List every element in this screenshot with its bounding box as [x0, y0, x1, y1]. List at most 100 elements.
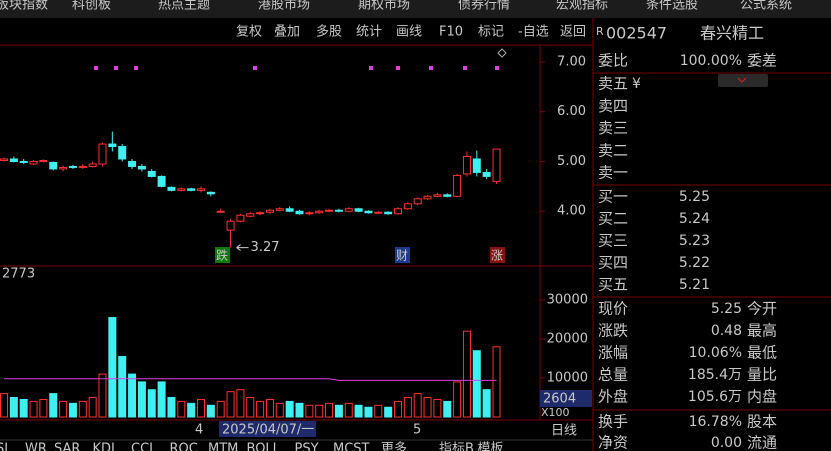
- indicator-tab[interactable]: SI: [0, 442, 8, 451]
- indicator-tab[interactable]: ROC: [170, 442, 198, 451]
- event-marker-box: [395, 247, 410, 263]
- quote-label: 委差: [747, 52, 777, 70]
- volume-bar: [88, 397, 97, 418]
- candle-body: [108, 143, 117, 148]
- event-marker[interactable]: 财: [396, 249, 408, 263]
- candle-body: [295, 210, 304, 215]
- indicator-tab[interactable]: MTM: [208, 442, 238, 451]
- volume-bar: [226, 391, 235, 418]
- volume-bar: [394, 400, 402, 418]
- candle-body: [265, 209, 274, 213]
- quote-value: 5.24: [679, 211, 710, 227]
- volume-bar: [137, 381, 146, 418]
- low-label: 3.27: [251, 240, 280, 255]
- quote-value: 0.00: [711, 435, 742, 451]
- indicator-tab[interactable]: MCST: [333, 442, 370, 451]
- toolbar-button[interactable]: 返回: [560, 25, 586, 40]
- menu-item[interactable]: 宏观指标: [556, 0, 608, 13]
- menu-item[interactable]: 热点主题: [158, 0, 210, 13]
- menu-item[interactable]: 港股市场: [258, 0, 310, 13]
- signal-dot: [134, 66, 138, 70]
- stock-code: 002547: [606, 24, 667, 43]
- volume-bar: [19, 398, 28, 418]
- candle-body: [433, 194, 442, 197]
- indicator-tab[interactable]: BOLL: [247, 442, 281, 451]
- volume-bar: [413, 393, 422, 418]
- volume-bar: [9, 397, 18, 418]
- toolbar-button[interactable]: 标记: [478, 25, 504, 40]
- toolbar-button[interactable]: 画线: [396, 25, 422, 40]
- event-marker[interactable]: 跌: [216, 248, 228, 263]
- volume-bar: [39, 398, 48, 418]
- volume-bar: [315, 404, 324, 418]
- toolbar-button[interactable]: 多股: [316, 24, 342, 40]
- candle-body: [364, 210, 373, 214]
- candle-body: [0, 158, 8, 161]
- quote-value: 5.25: [711, 301, 742, 317]
- signal-dot: [114, 66, 118, 70]
- quote-value: 105.6万: [688, 389, 742, 405]
- date-box: [219, 421, 316, 437]
- candle-body: [9, 158, 18, 162]
- quote-label: 总量: [598, 366, 628, 384]
- indicator-tab[interactable]: KDJ: [93, 442, 115, 451]
- menu-item[interactable]: 公式系统: [740, 0, 792, 13]
- quote-label: 买一: [598, 188, 628, 206]
- volume-bar: [433, 398, 442, 418]
- volume-bar: [364, 406, 373, 418]
- quote-label: 卖五: [598, 75, 628, 93]
- candle-body: [177, 188, 186, 191]
- volume-bar: [78, 400, 87, 418]
- quote-label: 外盘: [598, 388, 628, 406]
- month-label: 5: [413, 423, 421, 438]
- indicator-tab[interactable]: WR: [25, 442, 47, 451]
- quote-label: 卖三: [598, 119, 628, 137]
- quote-value: 100.00%: [680, 53, 742, 69]
- month-label: 4: [195, 423, 203, 438]
- candle-body: [275, 208, 284, 211]
- volume-bar: [256, 400, 265, 418]
- quote-value: 185.4万: [688, 367, 742, 383]
- toolbar: [0, 18, 593, 45]
- diamond-icon: [497, 48, 507, 58]
- toolbar-button[interactable]: 统计: [356, 25, 382, 40]
- candle-body: [462, 155, 471, 175]
- volume-bar: [384, 406, 393, 418]
- volume-bar: [344, 402, 353, 418]
- menu-item[interactable]: 条件选股: [646, 0, 698, 13]
- volume-bar: [108, 317, 117, 418]
- volume-bar: [118, 356, 127, 418]
- event-marker[interactable]: 涨: [491, 248, 503, 263]
- candle-body: [394, 208, 402, 215]
- toolbar-button[interactable]: F10: [439, 25, 463, 40]
- volume-bar: [147, 389, 156, 418]
- chevron: [737, 77, 747, 83]
- menu-item[interactable]: 期权市场: [358, 0, 410, 13]
- quote-label: 买三: [598, 232, 628, 250]
- candle-body: [118, 146, 127, 160]
- y-tick-label: 5.00: [557, 154, 586, 169]
- candle-body: [147, 170, 156, 177]
- indicator-tab[interactable]: SAR: [54, 442, 80, 451]
- menu-item[interactable]: 板块指数: [0, 0, 48, 13]
- y-tick-label: 6.00: [557, 104, 586, 119]
- indicator-tab[interactable]: 更多: [381, 441, 407, 451]
- indicator-tab[interactable]: CCI: [131, 442, 153, 451]
- toolbar-button[interactable]: 叠加: [274, 25, 300, 40]
- quote-label: 最低: [747, 344, 777, 362]
- candle-body: [206, 191, 215, 195]
- candle-body: [39, 159, 48, 162]
- menu-item[interactable]: 债券行情: [458, 0, 510, 13]
- period-label[interactable]: 日线: [551, 424, 577, 439]
- menu-item[interactable]: 科创板: [72, 0, 111, 13]
- toolbar-button[interactable]: -自选: [518, 25, 549, 40]
- toolbar-button[interactable]: 复权: [236, 24, 262, 40]
- indicator-tab[interactable]: PSY: [295, 442, 319, 451]
- indicator-tab[interactable]: 指标B: [439, 442, 474, 451]
- signal-dot: [463, 66, 467, 70]
- event-marker-box: [490, 247, 505, 263]
- candle-body: [29, 160, 38, 165]
- indicator-tab[interactable]: 模板: [478, 442, 504, 451]
- candle-body: [236, 214, 245, 222]
